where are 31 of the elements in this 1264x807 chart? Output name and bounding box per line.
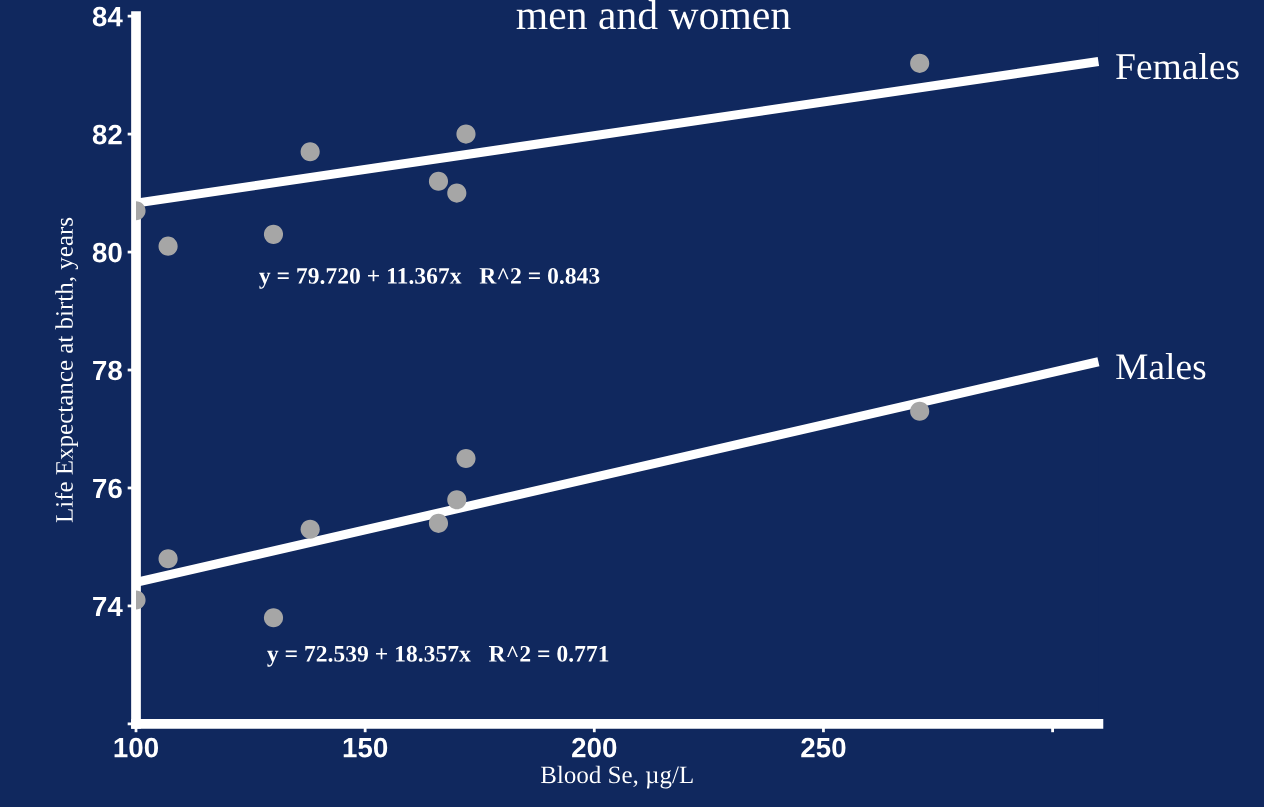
y-axis-title: Life Expectance at birth, years <box>55 217 79 523</box>
y-tick-label: 82 <box>92 124 122 145</box>
point <box>456 124 476 144</box>
series-label: Females <box>1116 52 1239 80</box>
x-tick-label: 250 <box>801 737 846 758</box>
point <box>300 519 320 539</box>
point <box>263 224 284 244</box>
point <box>910 401 930 421</box>
point <box>910 53 930 73</box>
point <box>428 513 449 533</box>
y-tick-label: 78 <box>93 360 122 381</box>
point <box>456 448 476 469</box>
x-tick-label: 100 <box>114 737 159 758</box>
point <box>263 608 284 628</box>
series-label: Males <box>1116 353 1206 380</box>
y-tick-label: 74 <box>93 596 123 616</box>
point <box>158 549 178 569</box>
point <box>428 171 449 191</box>
point <box>158 236 178 256</box>
chart-title: men and women <box>516 0 791 30</box>
point <box>447 490 467 510</box>
x-tick-label: 200 <box>572 737 617 758</box>
point <box>447 183 467 203</box>
annotation: y = 72.539 + 18.357x R^2 = 0.771 <box>267 645 609 667</box>
y-tick-label: 80 <box>92 242 122 263</box>
x-tick-label: 150 <box>343 737 388 758</box>
annotation: y = 79.720 + 11.367x R^2 = 0.843 <box>259 267 600 289</box>
x-axis-title: Blood Se, µg/L <box>540 765 693 789</box>
y-tick-label: 76 <box>93 478 122 499</box>
point <box>300 142 320 162</box>
y-tick-label: 84 <box>92 6 123 27</box>
